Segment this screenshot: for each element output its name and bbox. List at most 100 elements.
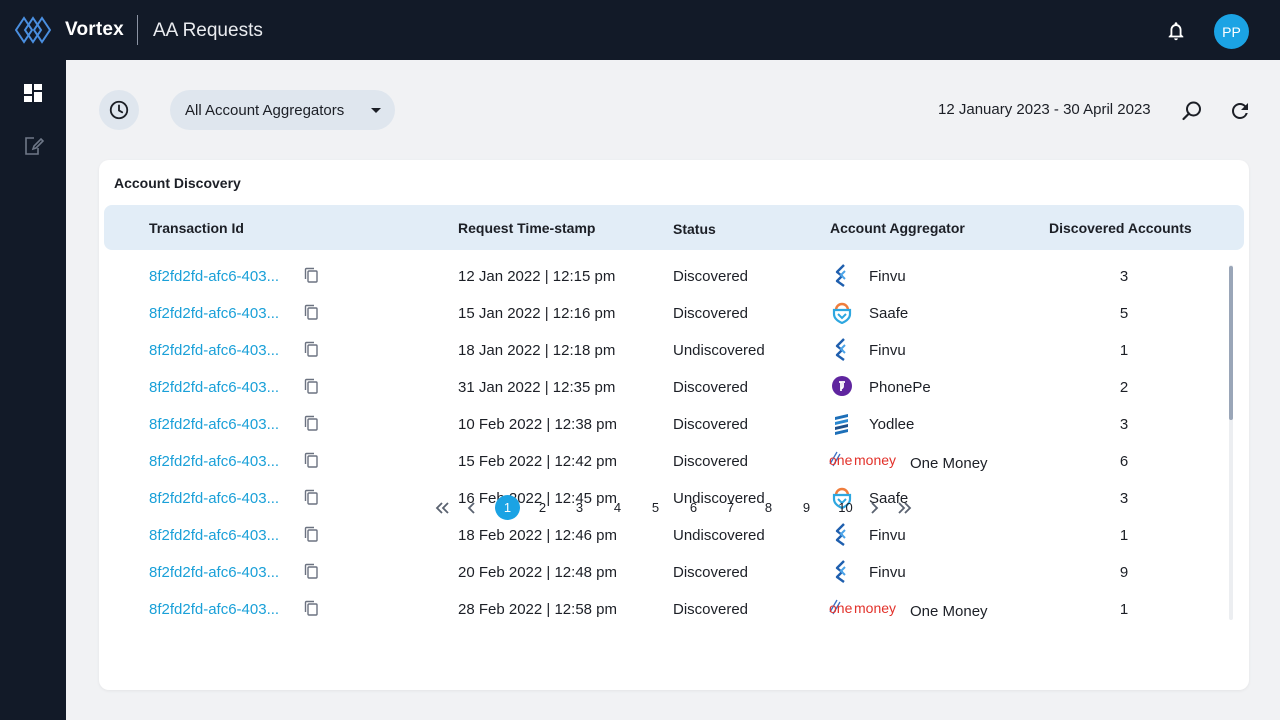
first-page-button[interactable] [433,495,451,520]
scrollbar-track[interactable] [1229,265,1233,620]
page-8-button[interactable]: 8 [764,500,773,515]
page-2-button[interactable]: 2 [538,500,547,515]
aggregator-name: Saafe [869,490,909,507]
column-header-transaction-id[interactable]: Transaction Id [149,220,244,236]
vortex-logo-icon[interactable] [15,13,51,47]
discovered-accounts-count: 1 [1119,601,1129,618]
date-range-picker[interactable]: 12 January 2023 - 30 April 2023 [938,101,1151,118]
finvu-logo-icon [831,559,853,583]
table-row[interactable]: 8f2fd2fd-afc6-403... 16 Feb 2022 | 12:45 … [99,482,1229,519]
page-5-button[interactable]: 5 [651,500,660,515]
request-timestamp: 28 Feb 2022 | 12:58 pm [458,601,618,618]
request-timestamp: 15 Jan 2022 | 12:16 pm [458,305,616,322]
card-title: Account Discovery [114,175,241,191]
transaction-id-link[interactable]: 8f2fd2fd-afc6-403... [149,305,280,322]
aggregator-name: Yodlee [869,416,915,433]
aggregator-name: Finvu [869,268,906,285]
discovered-accounts-count: 3 [1119,490,1129,507]
transaction-id-link[interactable]: 8f2fd2fd-afc6-403... [149,268,280,285]
search-icon[interactable] [1180,99,1204,123]
transaction-id-link[interactable]: 8f2fd2fd-afc6-403... [149,601,280,618]
next-page-button[interactable] [867,495,881,520]
onemoney-money-text: money [854,600,896,616]
avatar[interactable]: PP [1214,14,1249,49]
page-9-button[interactable]: 9 [802,500,811,515]
finvu-logo-icon [831,522,853,546]
aggregator-name: One Money [910,603,988,620]
status-text: Discovered [673,305,749,322]
discovered-accounts-count: 1 [1119,342,1129,359]
transaction-id-link[interactable]: 8f2fd2fd-afc6-403... [149,564,280,581]
table-header: Transaction Id Request Time-stamp Status… [104,205,1244,250]
copy-icon[interactable] [304,452,318,468]
copy-icon[interactable] [304,563,318,579]
clock-icon [109,100,129,120]
column-header-timestamp[interactable]: Request Time-stamp [458,220,596,236]
table-row[interactable]: 8f2fd2fd-afc6-403... 12 Jan 2022 | 12:15 … [99,260,1229,297]
transaction-id-link[interactable]: 8f2fd2fd-afc6-403... [149,453,280,470]
page-4-button[interactable]: 4 [613,500,622,515]
request-timestamp: 18 Feb 2022 | 12:46 pm [458,527,618,544]
copy-icon[interactable] [304,489,318,505]
table-row[interactable]: 8f2fd2fd-afc6-403... 18 Feb 2022 | 12:46 … [99,519,1229,556]
copy-icon[interactable] [304,526,318,542]
discovered-accounts-count: 9 [1119,564,1129,581]
dashboard-icon[interactable] [21,81,45,105]
discovered-accounts-count: 6 [1119,453,1129,470]
copy-icon[interactable] [304,378,318,394]
bell-icon[interactable] [1165,20,1187,42]
column-header-aggregator[interactable]: Account Aggregator [830,220,965,236]
table-row[interactable]: 8f2fd2fd-afc6-403... 10 Feb 2022 | 12:38 … [99,408,1229,445]
transaction-id-link[interactable]: 8f2fd2fd-afc6-403... [149,342,280,359]
page-6-button[interactable]: 6 [689,500,698,515]
onemoney-money-text: money [854,452,896,468]
edit-document-icon[interactable] [21,134,45,158]
status-text: Discovered [673,601,749,618]
copy-icon[interactable] [304,341,318,357]
request-timestamp: 15 Feb 2022 | 12:42 pm [458,453,618,470]
refresh-icon[interactable] [1228,99,1252,123]
copy-icon[interactable] [304,304,318,320]
finvu-logo-icon [831,263,853,287]
status-text: Undiscovered [673,342,765,359]
table-row[interactable]: 8f2fd2fd-afc6-403... 15 Jan 2022 | 12:16 … [99,297,1229,334]
table-row[interactable]: 8f2fd2fd-afc6-403... 20 Feb 2022 | 12:48 … [99,556,1229,593]
aggregator-name: One Money [910,455,988,472]
copy-icon[interactable] [304,267,318,283]
onemoney-logo-icon: one money [828,598,898,618]
page-1-button[interactable]: 1 [495,495,520,520]
header-divider [137,15,138,45]
discovered-accounts-count: 5 [1119,305,1129,322]
copy-icon[interactable] [304,600,318,616]
chevron-left-icon [467,501,475,514]
column-header-status[interactable]: Status [673,221,716,237]
prev-page-button[interactable] [465,495,479,520]
copy-icon[interactable] [304,415,318,431]
column-header-discovered-accounts[interactable]: Discovered Accounts [1049,220,1192,236]
scrollbar-thumb[interactable] [1229,266,1233,420]
transaction-id-link[interactable]: 8f2fd2fd-afc6-403... [149,379,280,396]
saafe-logo-icon [831,300,853,325]
discovered-accounts-count: 1 [1119,527,1129,544]
transaction-id-link[interactable]: 8f2fd2fd-afc6-403... [149,416,280,433]
table-row[interactable]: 8f2fd2fd-afc6-403... 15 Feb 2022 | 12:42 … [99,445,1229,482]
table-row[interactable]: 8f2fd2fd-afc6-403... 31 Jan 2022 | 12:35 … [99,371,1229,408]
caret-down-icon [371,108,381,113]
status-text: Discovered [673,379,749,396]
page-10-button[interactable]: 10 [838,500,853,515]
request-timestamp: 12 Jan 2022 | 12:15 pm [458,268,616,285]
table-row[interactable]: 8f2fd2fd-afc6-403... 18 Jan 2022 | 12:18 … [99,334,1229,371]
page-3-button[interactable]: 3 [575,500,584,515]
transaction-id-link[interactable]: 8f2fd2fd-afc6-403... [149,527,280,544]
finvu-logo-icon [831,337,853,361]
table-row[interactable]: 8f2fd2fd-afc6-403... 28 Feb 2022 | 12:58 … [99,593,1229,630]
saafe-logo-icon [831,485,853,510]
history-button[interactable] [99,90,139,130]
request-timestamp: 31 Jan 2022 | 12:35 pm [458,379,616,396]
transaction-id-link[interactable]: 8f2fd2fd-afc6-403... [149,490,280,507]
page-7-button[interactable]: 7 [726,500,735,515]
aggregator-filter-dropdown[interactable]: All Account Aggregators [170,90,395,130]
last-page-button[interactable] [896,495,914,520]
top-bar: Vortex AA Requests PP [0,0,1280,60]
onemoney-one-text: one [829,452,853,468]
